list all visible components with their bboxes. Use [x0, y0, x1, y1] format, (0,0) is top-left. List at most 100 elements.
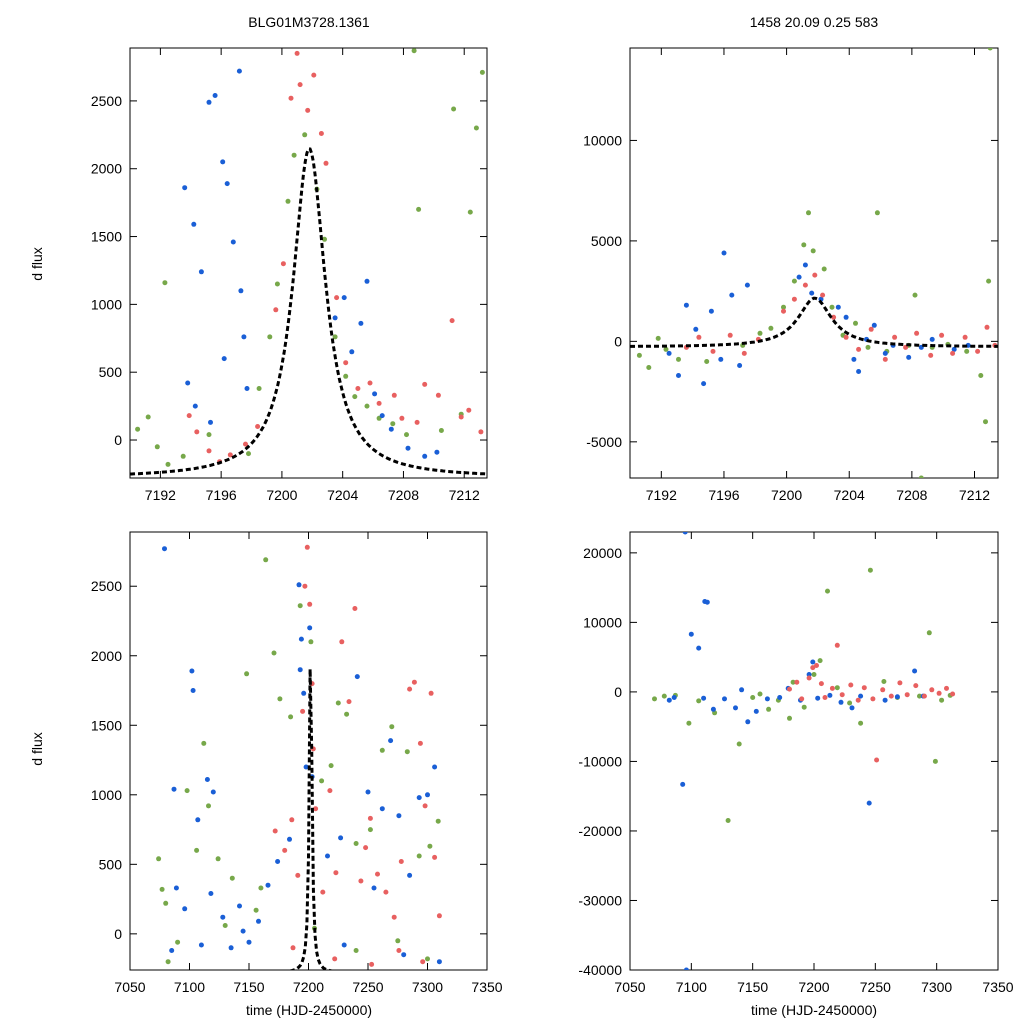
top-right-point-blue	[708, 308, 714, 314]
top-left-point-blue	[212, 93, 218, 98]
top-left-point-green	[332, 334, 338, 340]
bottom-left-point-blue	[256, 918, 261, 924]
bottom-left-point-green	[163, 900, 169, 906]
bottom-left-point-green	[156, 856, 162, 862]
top-left-point-red	[376, 400, 382, 406]
top-right-point-red	[975, 348, 981, 354]
top-left-point-blue	[422, 453, 428, 459]
top-left-point-green	[467, 209, 473, 215]
bottom-left-point-blue	[171, 786, 177, 792]
bottom-left-xtick-label: 7200	[293, 979, 324, 995]
top-left-point-blue	[341, 295, 347, 301]
top-left-point-red	[273, 307, 279, 313]
top-right-point-red	[710, 348, 716, 354]
top-left-point-red	[343, 360, 349, 366]
bottom-right-point-red	[829, 685, 835, 691]
top-left-point-green	[145, 414, 151, 420]
top-right-point-green	[810, 248, 816, 254]
bottom-left-point-blue	[275, 859, 281, 864]
bottom-left-ytick-label: 1000	[91, 787, 122, 803]
bottom-left-point-red	[332, 956, 338, 962]
top-right-point-green	[964, 348, 970, 354]
bottom-left-point-blue	[246, 939, 252, 945]
bottom-right-point-red	[904, 692, 910, 698]
bottom-left-point-blue	[303, 764, 309, 770]
top-right-point-blue	[809, 290, 815, 296]
top-left-point-blue	[358, 320, 364, 326]
bottom-left-point-blue	[296, 582, 302, 588]
bottom-right-point-blue	[849, 705, 855, 711]
top-right-point-red	[741, 350, 747, 356]
top-right-ytick-label: 0	[614, 333, 622, 349]
top-right-point-red	[882, 356, 888, 362]
bottom-left-point-blue	[365, 789, 371, 795]
bottom-right-point-green	[652, 696, 657, 702]
bottom-right-point-blue	[680, 781, 686, 787]
bottom-right-point-red	[794, 679, 800, 685]
bottom-left-point-green	[194, 847, 200, 853]
bottom-left-point-blue	[265, 882, 271, 888]
top-right-point-green	[781, 304, 786, 310]
top-right-point-green	[806, 210, 811, 216]
bottom-right-point-blue	[815, 695, 821, 701]
bottom-right-xtick-label: 7300	[921, 979, 952, 995]
bottom-left-point-green	[319, 778, 325, 784]
top-left-point-red	[355, 386, 361, 391]
top-right-point-blue	[882, 350, 888, 356]
bottom-right-point-red	[950, 691, 956, 697]
bottom-left-point-blue	[210, 789, 216, 795]
bottom-left-point-green	[206, 803, 211, 809]
bottom-left-point-blue	[228, 945, 234, 951]
top-left-model-curve	[130, 147, 487, 476]
bottom-left-point-red	[339, 639, 345, 645]
bottom-left-point-red	[358, 878, 364, 884]
top-right-point-green	[987, 48, 993, 51]
top-left-point-blue	[434, 449, 440, 455]
top-right-point-red	[820, 292, 826, 298]
bottom-left-point-green	[184, 788, 190, 794]
bottom-right-point-blue	[866, 800, 872, 806]
top-left-point-green	[302, 132, 308, 138]
top-right-model-curve	[630, 296, 998, 348]
top-left-point-red	[206, 448, 212, 454]
bottom-left-point-blue	[436, 959, 442, 965]
top-right-point-red	[914, 330, 920, 336]
bottom-left-point-blue	[298, 636, 304, 642]
top-left-ytick-label: 500	[99, 364, 123, 380]
bottom-left-point-red	[295, 872, 301, 878]
bottom-left-point-blue	[341, 942, 347, 948]
bottom-left-point-red	[282, 847, 288, 853]
top-right-point-blue	[701, 381, 707, 387]
top-right-point-blue	[802, 262, 808, 268]
bottom-left-point-blue	[240, 928, 246, 934]
bottom-left-point-green	[215, 856, 221, 862]
bottom-left-point-red	[300, 708, 306, 714]
bottom-right-point-red	[880, 687, 886, 693]
bottom-right-xtick-label: 7350	[982, 979, 1013, 995]
top-left-point-green	[411, 48, 417, 54]
bottom-right-point-blue	[704, 599, 710, 605]
bottom-left-point-blue	[162, 546, 167, 552]
bottom-right-point-blue	[753, 708, 759, 714]
top-left-point-red	[422, 381, 428, 387]
top-left-point-red	[323, 160, 329, 166]
bottom-left-point-red	[304, 544, 310, 550]
bottom-left-point-red	[327, 788, 333, 794]
bottom-left-point-red	[333, 870, 339, 876]
top-left-point-blue	[191, 221, 197, 227]
top-left-point-green	[390, 421, 396, 427]
top-left-point-green	[165, 461, 171, 467]
top-left-point-green	[180, 453, 186, 459]
bottom-left-plot-area	[156, 544, 442, 970]
top-left-point-blue	[349, 349, 355, 355]
top-right-point-green	[801, 242, 807, 248]
top-left-point-blue	[224, 181, 230, 187]
bottom-right-point-blue	[764, 696, 770, 702]
bottom-left-ytick-label: 1500	[91, 717, 122, 733]
top-right-point-red	[892, 334, 898, 340]
top-right-point-green	[704, 359, 710, 364]
top-right-point-green	[918, 475, 924, 478]
top-left-xtick-label: 7212	[449, 487, 480, 503]
bottom-left-point-green	[353, 841, 359, 846]
